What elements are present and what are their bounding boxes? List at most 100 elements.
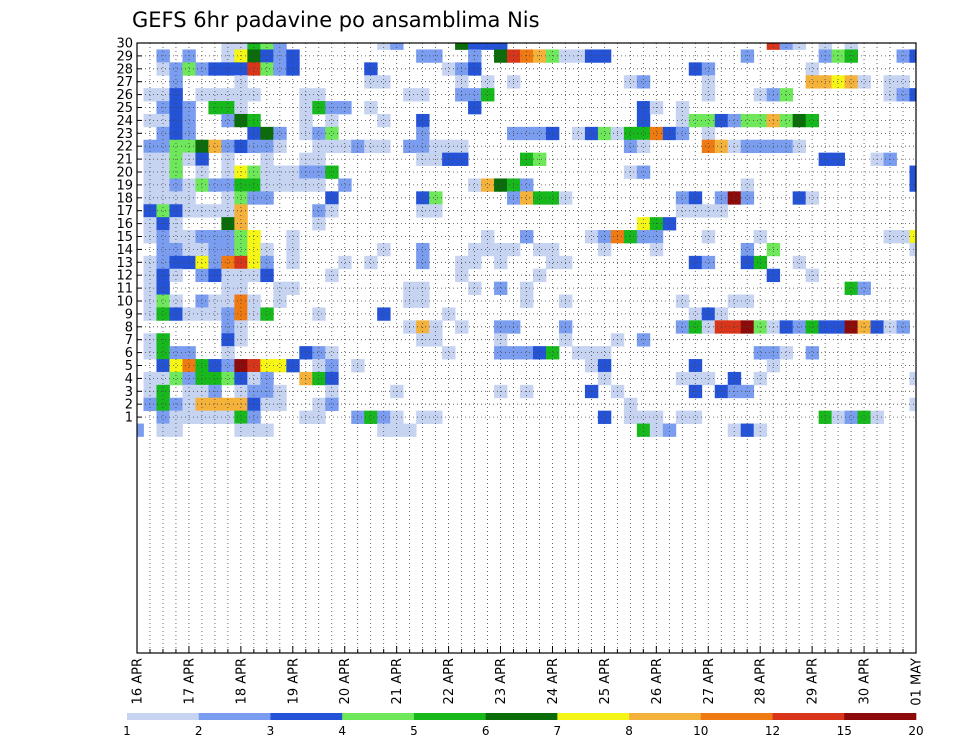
heatmap-cell (377, 242, 391, 257)
heatmap-cell (390, 410, 404, 424)
heatmap-cell (221, 49, 235, 63)
heatmap-cell (156, 126, 170, 141)
heatmap-cell (377, 43, 391, 50)
heatmap-cell (273, 178, 287, 192)
heatmap-cell (260, 359, 274, 373)
heatmap-cell (221, 139, 235, 154)
heatmap-cell (623, 126, 638, 141)
heatmap-cell (156, 359, 170, 373)
colorbar-swatch (198, 713, 271, 720)
heatmap-cell (909, 242, 917, 257)
heatmap-cell (740, 242, 755, 257)
y-tick-label: 9 (125, 307, 133, 322)
heatmap-cell (195, 307, 209, 321)
heatmap-cell (532, 242, 547, 257)
heatmap-cell (247, 126, 261, 141)
heatmap-cell (364, 62, 378, 76)
heatmap-cell (221, 191, 235, 205)
heatmap-cell (247, 255, 261, 270)
heatmap-cell (688, 255, 703, 270)
heatmap-cell (312, 165, 326, 179)
heatmap-cell (364, 410, 378, 424)
heatmap-cell (325, 165, 339, 179)
x-tick-label: 20 APR (338, 658, 353, 704)
heatmap-cell (468, 281, 482, 295)
heatmap-cell (169, 242, 183, 257)
heatmap-cell (169, 230, 183, 244)
heatmap-cell (597, 410, 612, 424)
heatmap-cell (156, 371, 170, 386)
heatmap-cell (260, 49, 274, 63)
heatmap-cell (623, 410, 638, 424)
heatmap-cell (208, 242, 222, 257)
heatmap-cell (481, 75, 495, 89)
heatmap-cell (896, 88, 910, 102)
heatmap-cell (273, 139, 287, 154)
heatmap-cell (221, 242, 235, 257)
heatmap-cell (792, 43, 807, 50)
heatmap-cell (416, 410, 430, 424)
heatmap-cell (195, 371, 209, 386)
heatmap-cell (247, 397, 261, 412)
heatmap-cell (195, 88, 209, 102)
heatmap-cell (195, 242, 209, 257)
heatmap-cell (701, 371, 716, 386)
heatmap-cell (532, 346, 547, 360)
heatmap-cell (143, 307, 157, 321)
x-tick-label: 25 APR (598, 658, 613, 704)
heatmap-cell (532, 126, 547, 141)
heatmap-cell (169, 371, 183, 386)
heatmap-cell (753, 88, 768, 102)
y-tick-label: 26 (116, 88, 133, 103)
heatmap-cell (312, 178, 326, 192)
heatmap-cell (636, 165, 651, 179)
colorbar-label: 7 (554, 724, 562, 738)
heatmap-cell (377, 307, 391, 321)
y-tick-label: 13 (116, 256, 133, 271)
y-tick-label: 19 (116, 178, 133, 193)
heatmap-cell (169, 423, 183, 437)
y-axis: 1234567891011121314151617181920212223242… (116, 37, 142, 426)
heatmap-cell (208, 255, 222, 270)
heatmap-cell (753, 423, 768, 437)
heatmap-cell (844, 49, 858, 63)
heatmap-cell (857, 75, 871, 89)
heatmap-cell (208, 139, 222, 154)
heatmap-cell (273, 43, 287, 50)
heatmap-cell (377, 423, 391, 437)
heatmap-cell (403, 423, 417, 437)
heatmap-cell (455, 43, 469, 50)
heatmap-cell (156, 191, 170, 205)
heatmap-cell (792, 255, 807, 270)
heatmap-cell (805, 75, 820, 89)
heatmap-cell (416, 204, 430, 218)
heatmap-cell (221, 294, 235, 308)
heatmap-cell (156, 294, 170, 308)
heatmap-cell (623, 397, 638, 412)
heatmap-cell (442, 62, 456, 76)
y-tick-label: 15 (116, 230, 133, 245)
heatmap-cell (247, 423, 261, 437)
heatmap-cell (260, 255, 274, 270)
heatmap-cell (208, 230, 222, 244)
heatmap-cell (169, 397, 183, 412)
heatmap-cell (623, 230, 638, 244)
heatmap-cell (312, 371, 326, 386)
x-tick-label: 24 APR (546, 658, 561, 704)
heatmap-cell (338, 178, 352, 192)
heatmap-cell (636, 113, 651, 128)
heatmap-cell (442, 139, 456, 154)
heatmap-cell (727, 113, 742, 128)
heatmap-cell (468, 242, 482, 257)
heatmap-cell (312, 410, 326, 424)
heatmap-cell (909, 165, 917, 179)
heatmap-cell (247, 43, 261, 50)
heatmap-cell (545, 255, 560, 270)
x-tick-label: 27 APR (702, 658, 717, 704)
heatmap-cell (597, 49, 612, 63)
heatmap-cell (844, 43, 858, 50)
y-tick-label: 5 (125, 359, 133, 374)
heatmap-cell (247, 371, 261, 386)
heatmap-cell (416, 126, 430, 141)
heatmap-cell (649, 410, 664, 424)
